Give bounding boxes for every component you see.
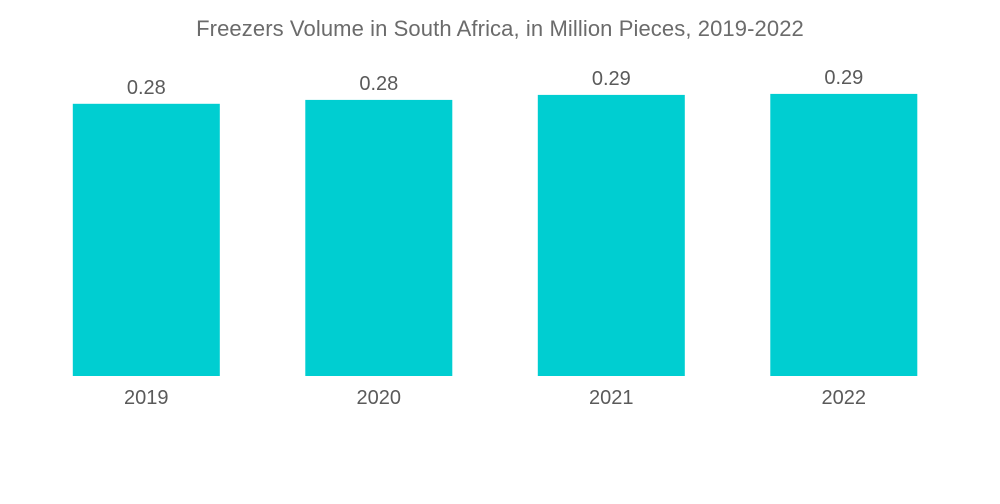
bar-2020 <box>305 99 453 377</box>
x-tick-label-2022: 2022 <box>822 387 867 409</box>
data-label-2020: 0.28 <box>359 73 398 95</box>
data-label-2022: 0.29 <box>824 67 863 89</box>
data-label-2019: 0.28 <box>127 77 166 99</box>
x-tick-label-2020: 2020 <box>357 387 402 409</box>
chart-title: Freezers Volume in South Africa, in Mill… <box>196 16 804 41</box>
bars-layer <box>72 93 918 377</box>
x-tick-label-2019: 2019 <box>124 387 169 409</box>
labels-layer: 0.28 2019 0.28 2020 0.29 2021 0.29 2022 <box>124 67 866 409</box>
data-label-2021: 0.29 <box>592 68 631 90</box>
bar-2022 <box>770 93 918 377</box>
x-tick-label-2021: 2021 <box>589 387 634 409</box>
bar-2021 <box>537 94 685 377</box>
bar-2019 <box>72 103 220 377</box>
